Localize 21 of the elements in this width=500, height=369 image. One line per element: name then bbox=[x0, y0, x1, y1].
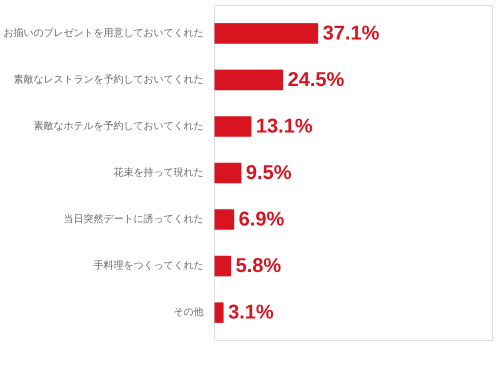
y-tick-label: お揃いのプレゼントを用意しておいてくれた bbox=[4, 26, 204, 39]
data-label: 24.5% bbox=[288, 68, 345, 91]
data-label: 9.5% bbox=[246, 162, 292, 184]
data-label: 3.1% bbox=[228, 302, 274, 324]
y-tick-label: 花束を持って現れた bbox=[114, 166, 204, 178]
y-tick-label: 素敵なレストランを予約しておいてくれた bbox=[14, 73, 204, 86]
data-label: 6.9% bbox=[238, 208, 284, 231]
bar bbox=[214, 116, 252, 137]
bar bbox=[214, 70, 284, 90]
bar bbox=[214, 23, 318, 44]
y-tick-label: 手料理をつくってくれた bbox=[94, 260, 204, 272]
data-label: 5.8% bbox=[236, 255, 282, 278]
bar bbox=[214, 209, 234, 230]
y-tick-label: その他 bbox=[174, 306, 204, 318]
bar bbox=[214, 162, 242, 184]
data-label: 13.1% bbox=[256, 115, 313, 138]
y-tick-label: 素敵なホテルを予約しておいてくれた bbox=[34, 120, 204, 132]
y-tick-label: 当日突然デートに誘ってくれた bbox=[64, 213, 204, 226]
bar bbox=[214, 302, 224, 323]
bar bbox=[214, 256, 232, 276]
data-label: 37.1% bbox=[322, 22, 380, 44]
